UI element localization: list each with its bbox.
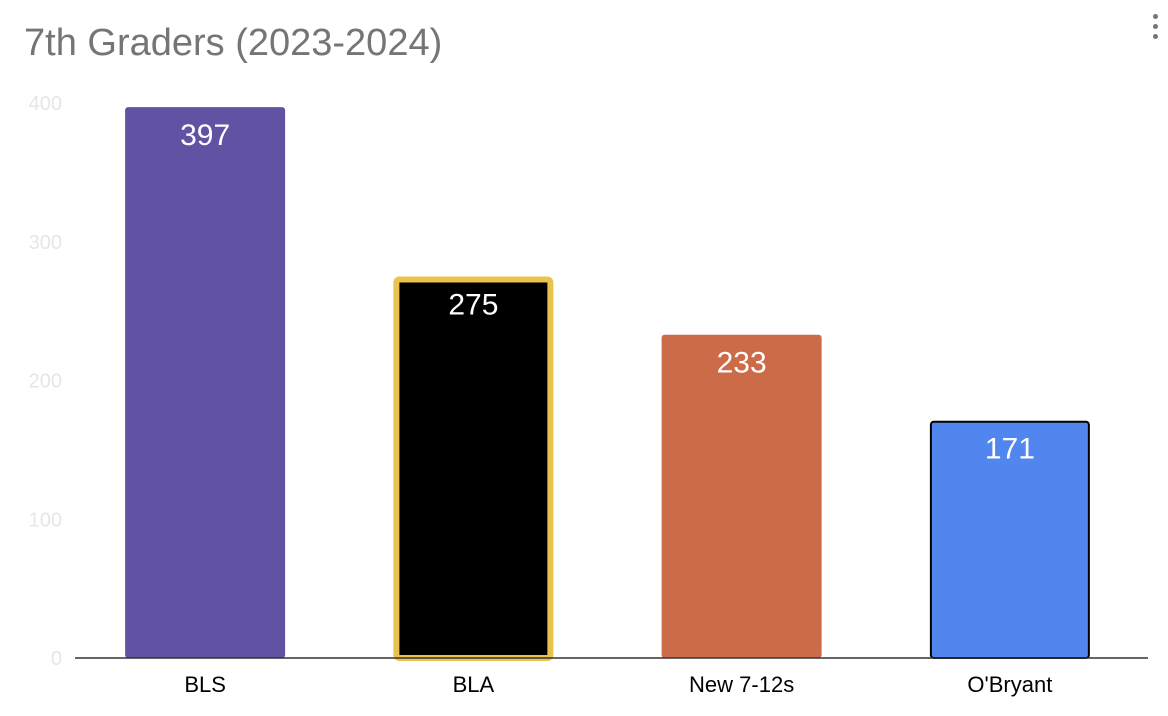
x-axis-labels: BLS BLA New 7-12s O'Bryant [184, 672, 1052, 697]
more-options-icon[interactable] [1148, 12, 1164, 42]
bar-new-7-12s[interactable] [661, 334, 822, 658]
bar-series: 397 275 233 171 [125, 107, 1090, 661]
bar-data-label: 233 [717, 347, 767, 380]
y-axis-ticks: 0 100 200 300 400 [29, 93, 62, 670]
bar-data-label: 171 [985, 433, 1035, 466]
chart-title: 7th Graders (2023-2024) [24, 22, 443, 64]
bar-bls[interactable] [125, 107, 286, 659]
bar-data-label: 397 [180, 119, 230, 152]
bar-data-label: 275 [448, 288, 498, 321]
menu-dot [1153, 34, 1158, 39]
bar-bla[interactable] [393, 276, 554, 661]
x-tick-label: BLS [184, 672, 226, 697]
y-tick-label: 200 [29, 371, 62, 393]
y-tick-label: 0 [51, 648, 62, 670]
y-tick-label: 100 [29, 509, 62, 531]
menu-dot [1153, 14, 1158, 19]
y-tick-label: 300 [29, 232, 62, 254]
y-tick-label: 400 [29, 93, 62, 115]
x-tick-label: BLA [453, 672, 495, 697]
x-tick-label: O'Bryant [967, 672, 1052, 697]
x-tick-label: New 7-12s [689, 672, 794, 697]
menu-dot [1153, 24, 1158, 29]
